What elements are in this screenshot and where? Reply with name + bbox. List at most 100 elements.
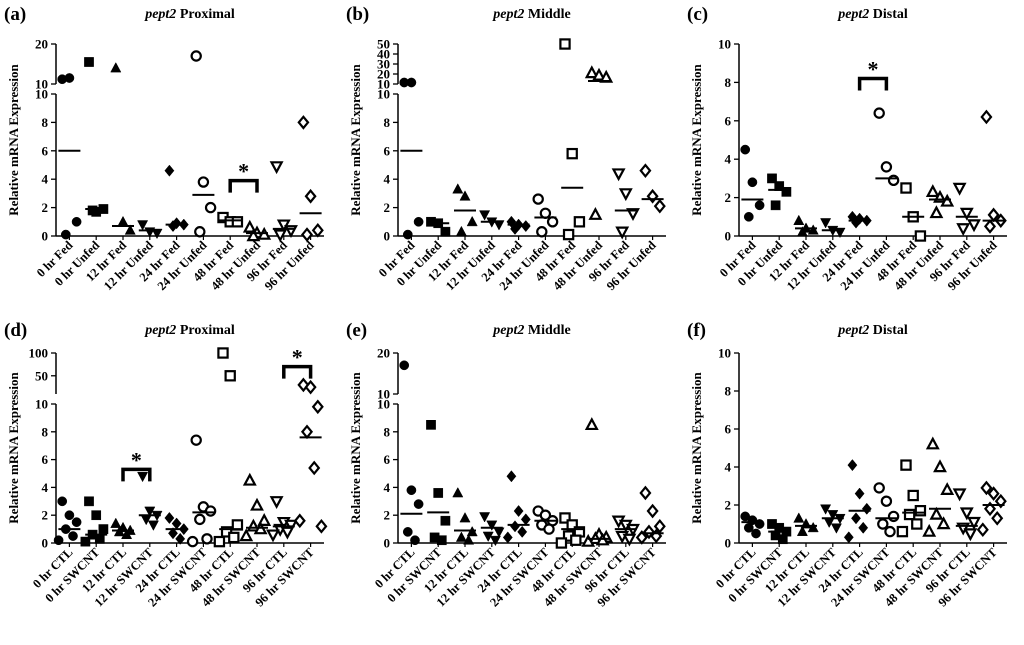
data-point	[300, 424, 314, 440]
data-point	[246, 228, 261, 242]
data-point	[194, 226, 206, 238]
data-point	[311, 399, 324, 415]
data-point	[976, 522, 989, 538]
data-point	[925, 436, 940, 450]
data-point	[489, 535, 501, 547]
data-point	[777, 534, 788, 545]
data-point	[980, 109, 993, 125]
data-point	[463, 534, 475, 545]
data-point	[929, 205, 944, 219]
gene-name: pept2	[837, 323, 869, 338]
data-point	[936, 516, 951, 530]
panel-c: (c) pept2 Distal Relative mRNA Expression 0…	[687, 4, 1007, 293]
data-point	[452, 487, 464, 498]
data-point	[940, 482, 955, 495]
data-point	[570, 534, 582, 546]
y-axis-label: Relative mRNA Expression	[348, 64, 363, 216]
data-point	[559, 512, 571, 524]
data-point	[900, 182, 912, 194]
data-point	[228, 531, 240, 544]
data-point	[933, 459, 947, 473]
data-point	[584, 417, 599, 431]
data-point	[137, 471, 149, 483]
data-point	[793, 512, 805, 523]
data-point	[520, 513, 531, 526]
significance-star: *	[868, 57, 879, 82]
data-point	[781, 186, 792, 197]
y-tick-label: 20	[377, 67, 390, 82]
panel-e: (e) pept2 Middle Relative mRNA Expression 0…	[346, 320, 666, 609]
data-point	[269, 496, 284, 510]
data-point	[796, 525, 808, 536]
y-axis-label: Relative mRNA Expression	[348, 372, 363, 524]
panel-label: (a)	[4, 4, 26, 25]
data-point	[284, 225, 298, 239]
y-tick-label: 6	[384, 452, 391, 467]
data-point	[880, 495, 893, 507]
data-point	[559, 38, 571, 50]
data-point	[168, 527, 178, 540]
y-tick-label: 8	[384, 424, 391, 439]
y-tick-label: 4	[42, 480, 49, 495]
data-point	[588, 206, 603, 220]
data-point	[861, 502, 872, 515]
data-point	[900, 459, 912, 471]
data-point	[980, 480, 993, 496]
data-point	[300, 227, 314, 242]
data-point	[639, 163, 652, 179]
data-point	[940, 193, 955, 207]
data-point	[64, 73, 75, 83]
y-tick-label: 50	[35, 368, 48, 383]
y-tick-label: 2	[725, 190, 732, 205]
data-point	[239, 528, 254, 542]
data-point	[635, 530, 648, 545]
data-point	[257, 513, 272, 526]
data-point	[914, 505, 927, 517]
data-point	[455, 531, 467, 542]
panel-title: pept2 Proximal	[144, 7, 235, 22]
y-tick-label: 6	[725, 113, 732, 128]
data-point	[217, 347, 229, 359]
data-point	[466, 215, 478, 227]
data-point	[642, 524, 656, 540]
data-point	[807, 521, 819, 533]
y-tick-label: 8	[42, 424, 49, 439]
region-name: Distal	[869, 323, 908, 338]
y-tick-label: 10	[35, 87, 48, 102]
y-tick-label: 8	[725, 75, 732, 90]
y-tick-label: 10	[377, 87, 390, 102]
data-point	[124, 224, 136, 235]
data-point	[959, 507, 974, 521]
data-point	[520, 220, 531, 233]
data-point	[164, 164, 175, 177]
data-point	[914, 230, 927, 242]
data-point	[137, 220, 149, 231]
y-tick-label: 0	[725, 229, 732, 244]
data-point	[242, 219, 257, 233]
gene-name: pept2	[837, 7, 869, 22]
y-tick-label: 10	[377, 77, 390, 92]
data-point	[903, 508, 916, 521]
data-point	[315, 518, 328, 534]
data-point	[566, 147, 578, 160]
data-point	[269, 161, 284, 175]
data-point	[807, 224, 819, 235]
data-point	[877, 518, 889, 530]
data-point	[486, 520, 498, 531]
data-point	[151, 228, 163, 240]
data-point	[194, 513, 206, 526]
data-point	[626, 208, 640, 222]
data-point	[517, 525, 528, 538]
data-point	[80, 536, 91, 547]
y-tick-label: 8	[725, 384, 732, 399]
panel-label: (b)	[346, 4, 369, 25]
data-point	[555, 537, 568, 549]
data-point	[297, 115, 310, 130]
y-tick-label: 6	[725, 422, 732, 437]
y-tick-label: 40	[377, 47, 390, 62]
data-point	[410, 535, 420, 546]
data-point	[911, 518, 923, 530]
data-point	[311, 222, 324, 238]
data-point	[653, 518, 666, 534]
